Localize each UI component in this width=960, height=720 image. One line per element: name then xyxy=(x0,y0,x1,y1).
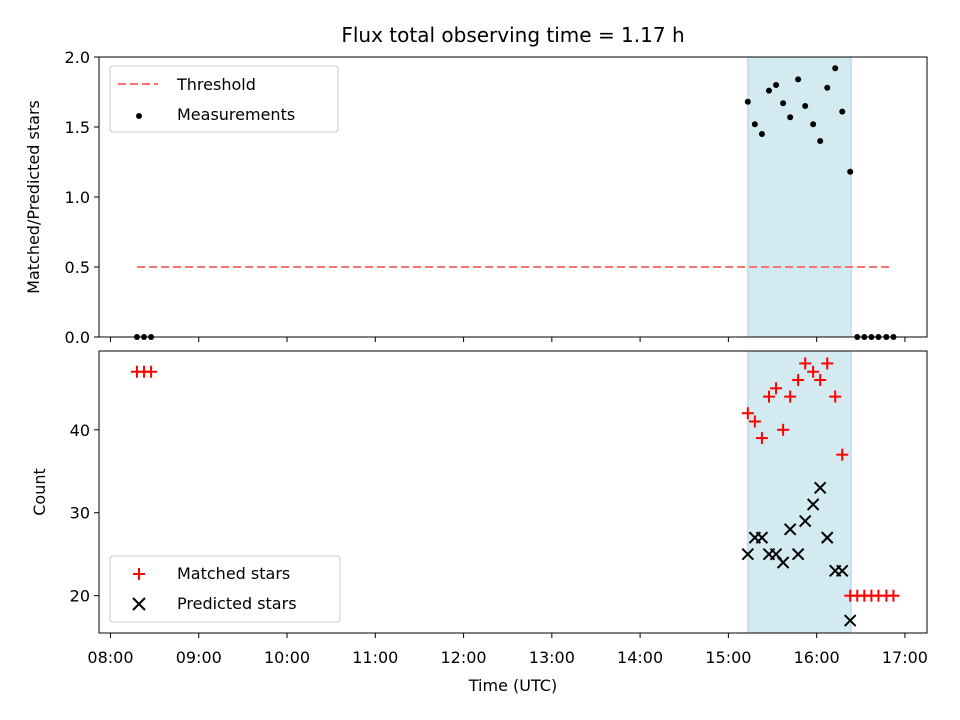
measurement-point xyxy=(824,84,831,91)
matched-star-point xyxy=(748,415,761,428)
measurement-point xyxy=(787,114,794,121)
top-y-axis-label: Matched/Predicted stars xyxy=(24,100,43,294)
predicted-star-point xyxy=(821,531,834,544)
bottom-legend-frame xyxy=(109,555,341,623)
predicted-star-point xyxy=(741,547,755,561)
top-y-tick-label: 0.5 xyxy=(65,258,90,277)
bottom-plot-frame xyxy=(98,350,928,634)
matched-star-point xyxy=(777,423,790,436)
matched-star-point xyxy=(784,390,797,403)
measurement-point xyxy=(847,168,854,175)
measurement-point xyxy=(795,76,802,83)
x-tick-label: 14:00 xyxy=(617,648,663,667)
predicted-legend-marker xyxy=(132,597,146,611)
bottom-y-tick-label: 20 xyxy=(70,587,90,606)
bottom-y-axis-label: Count xyxy=(30,468,49,516)
predicted-star-point xyxy=(776,556,790,569)
predicted-star-point xyxy=(791,547,805,561)
matched-star-point xyxy=(887,589,900,602)
x-axis-label: Time (UTC) xyxy=(468,676,557,695)
bottom-legend: Matched stars Predicted stars xyxy=(109,555,341,623)
top-y-tick-label: 0.0 xyxy=(65,328,90,347)
top-y-tick-label: 1.5 xyxy=(65,118,90,137)
threshold-legend-label: Threshold xyxy=(176,75,256,94)
x-tick-label: 13:00 xyxy=(529,648,575,667)
measurement-point xyxy=(832,65,839,72)
x-tick-label: 17:00 xyxy=(882,648,928,667)
predicted-star-point xyxy=(755,531,769,544)
x-tick-label: 16:00 xyxy=(794,648,840,667)
measurement-point xyxy=(758,131,765,137)
predicted-star-point xyxy=(798,514,812,528)
top-y-tick-label: 1.0 xyxy=(65,188,90,207)
x-tick-label: 12:00 xyxy=(441,648,487,667)
matched-star-point xyxy=(814,374,827,387)
measurement-point xyxy=(839,108,846,115)
measurement-point xyxy=(817,138,824,144)
top-legend-frame xyxy=(109,65,339,133)
matched-star-point xyxy=(741,407,754,420)
measurement-point xyxy=(802,103,809,109)
top-y-tick-label: 2.0 xyxy=(65,48,90,67)
predicted-star-point xyxy=(843,614,857,627)
chart-title: Flux total observing time = 1.17 h xyxy=(341,23,684,47)
x-tick-label: 15:00 xyxy=(705,648,751,667)
matched-star-point xyxy=(829,390,842,403)
predicted-star-point xyxy=(783,523,797,536)
measurement-point xyxy=(765,87,772,94)
measurement-point xyxy=(810,121,817,128)
measurement-point xyxy=(744,98,751,105)
measurements-legend-marker xyxy=(136,113,142,119)
bottom-y-tick-label: 30 xyxy=(70,504,90,523)
top-panel: 0.00.51.01.52.0 Matched/Predicted stars … xyxy=(24,48,928,347)
predicted-star-point xyxy=(813,481,827,495)
matched-star-point xyxy=(807,365,820,378)
matched-star-point xyxy=(836,448,849,461)
measurement-point xyxy=(773,82,780,88)
predicted-legend-label: Predicted stars xyxy=(177,594,297,613)
matched-legend-marker xyxy=(133,568,145,580)
x-tick-label: 10:00 xyxy=(264,648,310,667)
top-legend: Threshold Measurements xyxy=(109,65,339,133)
matched-star-point xyxy=(770,382,783,395)
matched-star-point xyxy=(821,357,834,370)
x-tick-label: 09:00 xyxy=(176,648,222,667)
matched-star-point xyxy=(799,357,812,370)
matched-star-point xyxy=(145,365,158,378)
matched-legend-label: Matched stars xyxy=(177,564,290,583)
matched-star-point xyxy=(762,390,775,403)
bottom-y-tick-label: 40 xyxy=(70,421,90,440)
top-shaded-span xyxy=(747,56,852,338)
measurement-point xyxy=(780,100,787,107)
measurement-point xyxy=(751,121,758,128)
x-tick-label: 08:00 xyxy=(87,648,133,667)
bottom-shaded-span xyxy=(747,350,852,634)
x-tick-label: 11:00 xyxy=(352,648,398,667)
measurements-legend-label: Measurements xyxy=(177,105,295,124)
predicted-star-point xyxy=(836,564,849,578)
bottom-panel: 20 30 40 08:00 09:00 10:00 11:00 12:00 13:00 14:… xyxy=(30,350,928,695)
matched-star-point xyxy=(792,374,805,387)
matched-star-point xyxy=(755,432,768,445)
predicted-star-point xyxy=(806,498,820,511)
